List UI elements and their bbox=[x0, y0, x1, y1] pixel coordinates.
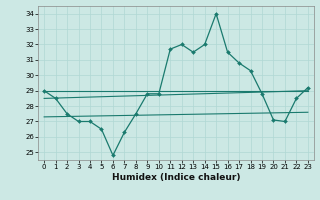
X-axis label: Humidex (Indice chaleur): Humidex (Indice chaleur) bbox=[112, 173, 240, 182]
